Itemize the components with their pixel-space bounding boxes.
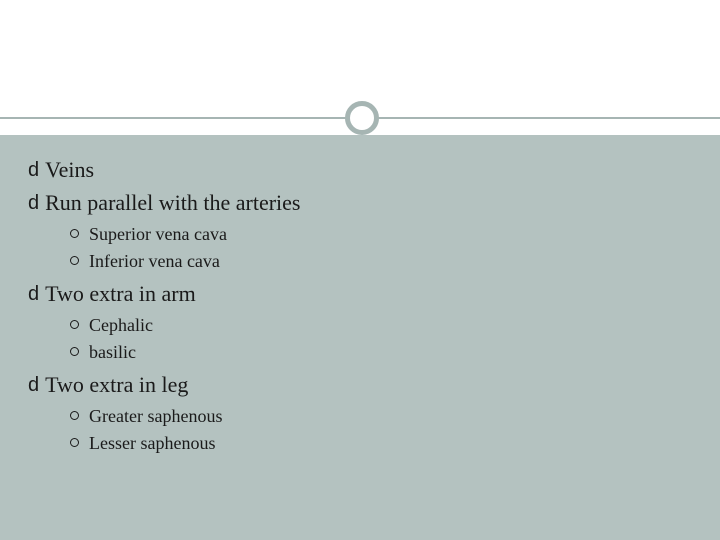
list-item: d Two extra in leg bbox=[28, 370, 692, 401]
open-circle-bullet-icon bbox=[70, 347, 79, 356]
open-circle-bullet-icon bbox=[70, 320, 79, 329]
list-item: d Two extra in arm bbox=[28, 279, 692, 310]
open-circle-bullet-icon bbox=[70, 256, 79, 265]
sub-list-item-text: Inferior vena cava bbox=[89, 248, 220, 274]
open-circle-bullet-icon bbox=[70, 229, 79, 238]
scribble-bullet-icon: d bbox=[28, 188, 39, 218]
scribble-bullet-icon: d bbox=[28, 279, 39, 309]
sub-list-item: Superior vena cava bbox=[70, 221, 692, 247]
list-item: d Run parallel with the arteries bbox=[28, 188, 692, 219]
sub-list-item-text: Lesser saphenous bbox=[89, 430, 215, 456]
scribble-bullet-icon: d bbox=[28, 155, 39, 185]
list-item-text: Veins bbox=[45, 155, 94, 186]
list-item-text: Two extra in arm bbox=[45, 279, 196, 310]
sub-list-item: Lesser saphenous bbox=[70, 430, 692, 456]
sub-list-item-text: Superior vena cava bbox=[89, 221, 227, 247]
list-item-text: Two extra in leg bbox=[45, 370, 188, 401]
scribble-bullet-icon: d bbox=[28, 370, 39, 400]
sub-list-item-text: Cephalic bbox=[89, 312, 153, 338]
sub-list-item: Cephalic bbox=[70, 312, 692, 338]
content-area: d Veins d Run parallel with the arteries… bbox=[28, 155, 692, 457]
sub-list-item: Inferior vena cava bbox=[70, 248, 692, 274]
open-circle-bullet-icon bbox=[70, 438, 79, 447]
open-circle-bullet-icon bbox=[70, 411, 79, 420]
sub-list-item: basilic bbox=[70, 339, 692, 365]
ring-icon bbox=[345, 101, 379, 135]
list-item-text: Run parallel with the arteries bbox=[45, 188, 300, 219]
list-item: d Veins bbox=[28, 155, 692, 186]
slide: d Veins d Run parallel with the arteries… bbox=[0, 0, 720, 540]
sub-list-item-text: basilic bbox=[89, 339, 136, 365]
sub-list-item-text: Greater saphenous bbox=[89, 403, 222, 429]
sub-list-item: Greater saphenous bbox=[70, 403, 692, 429]
